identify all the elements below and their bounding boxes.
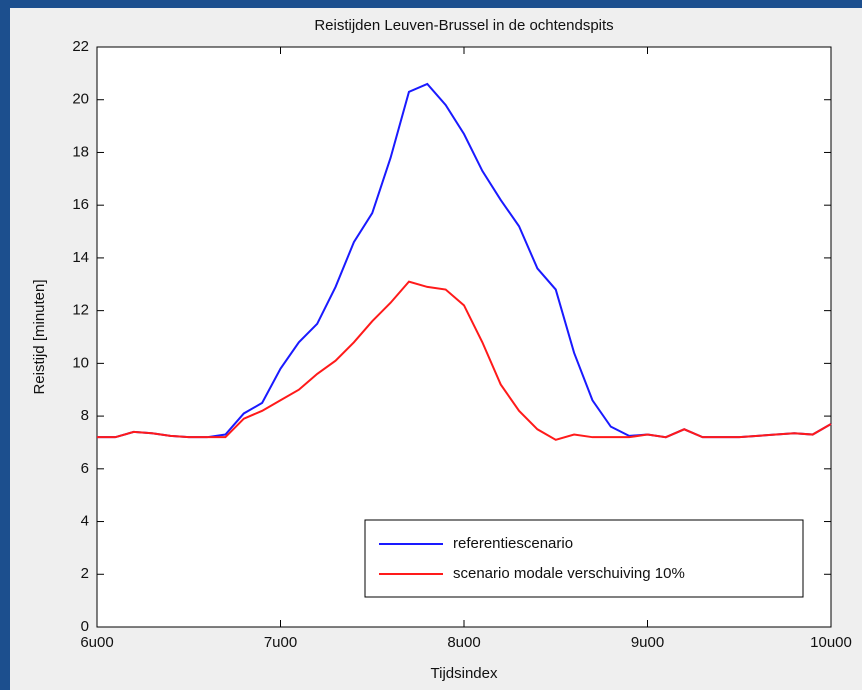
y-tick-label: 0	[81, 618, 89, 635]
y-tick-label: 12	[72, 302, 89, 319]
y-tick-label: 16	[72, 196, 89, 213]
legend-label: scenario modale verschuiving 10%	[453, 565, 685, 582]
x-tick-label: 8u00	[447, 634, 480, 651]
x-tick-label: 10u00	[810, 634, 852, 651]
legend-box	[364, 519, 804, 598]
y-tick-label: 14	[72, 249, 89, 266]
y-tick-label: 4	[81, 513, 89, 530]
y-tick-label: 6	[81, 460, 89, 477]
axes-box	[96, 46, 832, 628]
chart-title: Reistijden Leuven-Brussel in de ochtends…	[314, 17, 613, 34]
y-tick-label: 22	[72, 38, 89, 55]
y-axis-label: Reistijd [minuten]	[31, 279, 48, 394]
y-tick-label: 20	[72, 91, 89, 108]
x-axis-label: Tijdsindex	[431, 665, 498, 682]
y-tick-label: 2	[81, 565, 89, 582]
x-tick-label: 7u00	[264, 634, 297, 651]
series-line	[97, 280, 832, 441]
legend-label: referentiescenario	[453, 535, 573, 552]
x-tick-label: 9u00	[631, 634, 664, 651]
y-tick-label: 18	[72, 143, 89, 160]
y-tick-label: 10	[72, 354, 89, 371]
y-tick-label: 8	[81, 407, 89, 424]
x-tick-label: 6u00	[80, 634, 113, 651]
